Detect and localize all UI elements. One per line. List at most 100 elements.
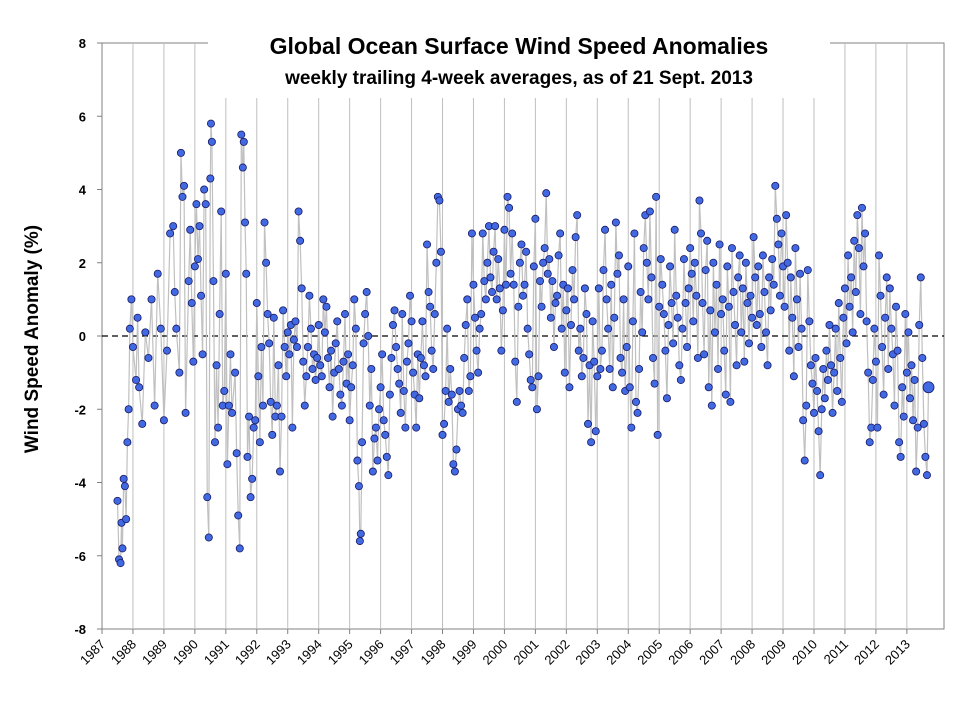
data-point bbox=[457, 401, 466, 410]
data-point bbox=[334, 364, 343, 373]
connector-segment bbox=[824, 350, 827, 399]
connector-segment bbox=[192, 266, 196, 362]
data-point bbox=[471, 313, 480, 322]
data-point bbox=[274, 361, 283, 370]
data-point bbox=[523, 324, 532, 333]
connector-segment bbox=[923, 423, 927, 457]
data-point bbox=[492, 295, 501, 304]
data-point bbox=[611, 218, 620, 227]
data-point bbox=[212, 361, 221, 370]
data-point bbox=[184, 277, 193, 286]
data-point bbox=[353, 456, 362, 465]
connector-segment bbox=[604, 229, 608, 300]
data-point bbox=[313, 353, 322, 362]
connector-segment bbox=[525, 251, 529, 329]
data-point bbox=[786, 273, 795, 282]
data-point bbox=[814, 427, 823, 436]
connector-segment bbox=[361, 343, 365, 443]
data-point bbox=[429, 364, 438, 373]
connector-segment bbox=[698, 200, 702, 234]
connector-segment bbox=[630, 321, 634, 428]
data-point bbox=[296, 236, 305, 245]
data-point bbox=[850, 236, 859, 245]
chart-subtitle: weekly trailing 4-week averages, as of 2… bbox=[284, 68, 753, 89]
data-point bbox=[652, 192, 661, 201]
connector-segment bbox=[731, 248, 735, 293]
connector-segment bbox=[613, 222, 617, 318]
connector-segment bbox=[244, 222, 247, 274]
connector-segment bbox=[592, 321, 595, 362]
connector-segment bbox=[717, 244, 721, 369]
data-point bbox=[777, 229, 786, 238]
data-point bbox=[122, 515, 131, 524]
connector-segment bbox=[265, 262, 269, 315]
data-point bbox=[763, 361, 772, 370]
data-point bbox=[820, 394, 829, 403]
data-point bbox=[331, 339, 340, 348]
data-point bbox=[543, 269, 552, 278]
data-point bbox=[772, 214, 781, 223]
data-point bbox=[673, 313, 682, 322]
connector-segment bbox=[847, 255, 851, 307]
data-point bbox=[607, 280, 616, 289]
data-point bbox=[348, 361, 357, 370]
data-point bbox=[704, 383, 713, 392]
data-point bbox=[785, 346, 794, 355]
data-point bbox=[633, 408, 642, 417]
data-point bbox=[732, 361, 741, 370]
data-point bbox=[909, 416, 918, 425]
connector-segment bbox=[797, 273, 801, 348]
data-point bbox=[381, 430, 390, 439]
data-point bbox=[811, 353, 820, 362]
connector-segment bbox=[681, 259, 685, 329]
data-point bbox=[817, 405, 826, 414]
data-point bbox=[520, 280, 529, 289]
data-point bbox=[755, 310, 764, 319]
data-point bbox=[491, 222, 500, 231]
connector-segment bbox=[528, 354, 532, 380]
connector-segment bbox=[393, 310, 397, 348]
data-point bbox=[430, 310, 439, 319]
data-point bbox=[698, 299, 707, 308]
connector-segment bbox=[540, 262, 544, 307]
data-point bbox=[512, 397, 521, 406]
data-point bbox=[189, 357, 198, 366]
x-tick-label: 1998 bbox=[418, 637, 449, 668]
data-point bbox=[653, 430, 662, 439]
data-point bbox=[235, 544, 244, 553]
x-tick-labels: 1987 1988 1989 1990 1991 1992 1993 1994 1995 1996… bbox=[77, 637, 913, 668]
connector-segment bbox=[757, 266, 761, 315]
data-point bbox=[455, 386, 464, 395]
connector-segment bbox=[661, 284, 665, 315]
connector-segment bbox=[128, 328, 131, 410]
connector-segment bbox=[883, 317, 886, 395]
y-tick-label: -8 bbox=[74, 622, 86, 637]
data-point bbox=[791, 244, 800, 253]
connector-segment bbox=[280, 310, 284, 417]
data-point bbox=[376, 383, 385, 392]
connector-segment bbox=[821, 368, 824, 410]
connector-segment bbox=[401, 314, 405, 391]
connector-segment bbox=[163, 350, 168, 421]
data-point bbox=[628, 317, 637, 326]
data-point bbox=[283, 328, 292, 337]
data-point bbox=[257, 342, 266, 351]
connector-segment bbox=[689, 248, 693, 274]
connector-segment bbox=[655, 196, 659, 435]
connector-segment bbox=[633, 233, 637, 402]
connector-segment bbox=[279, 416, 283, 472]
data-point bbox=[865, 438, 874, 447]
data-point bbox=[368, 467, 377, 476]
data-point bbox=[474, 368, 483, 377]
connector-segment bbox=[160, 328, 165, 421]
data-point bbox=[695, 196, 704, 205]
data-point bbox=[577, 372, 586, 381]
connector-segment bbox=[564, 310, 567, 373]
connector-segment bbox=[251, 427, 255, 479]
data-point bbox=[910, 375, 919, 384]
data-point bbox=[737, 328, 746, 337]
data-point bbox=[774, 240, 783, 249]
data-point bbox=[613, 269, 622, 278]
data-point bbox=[409, 368, 418, 377]
data-point bbox=[836, 353, 845, 362]
